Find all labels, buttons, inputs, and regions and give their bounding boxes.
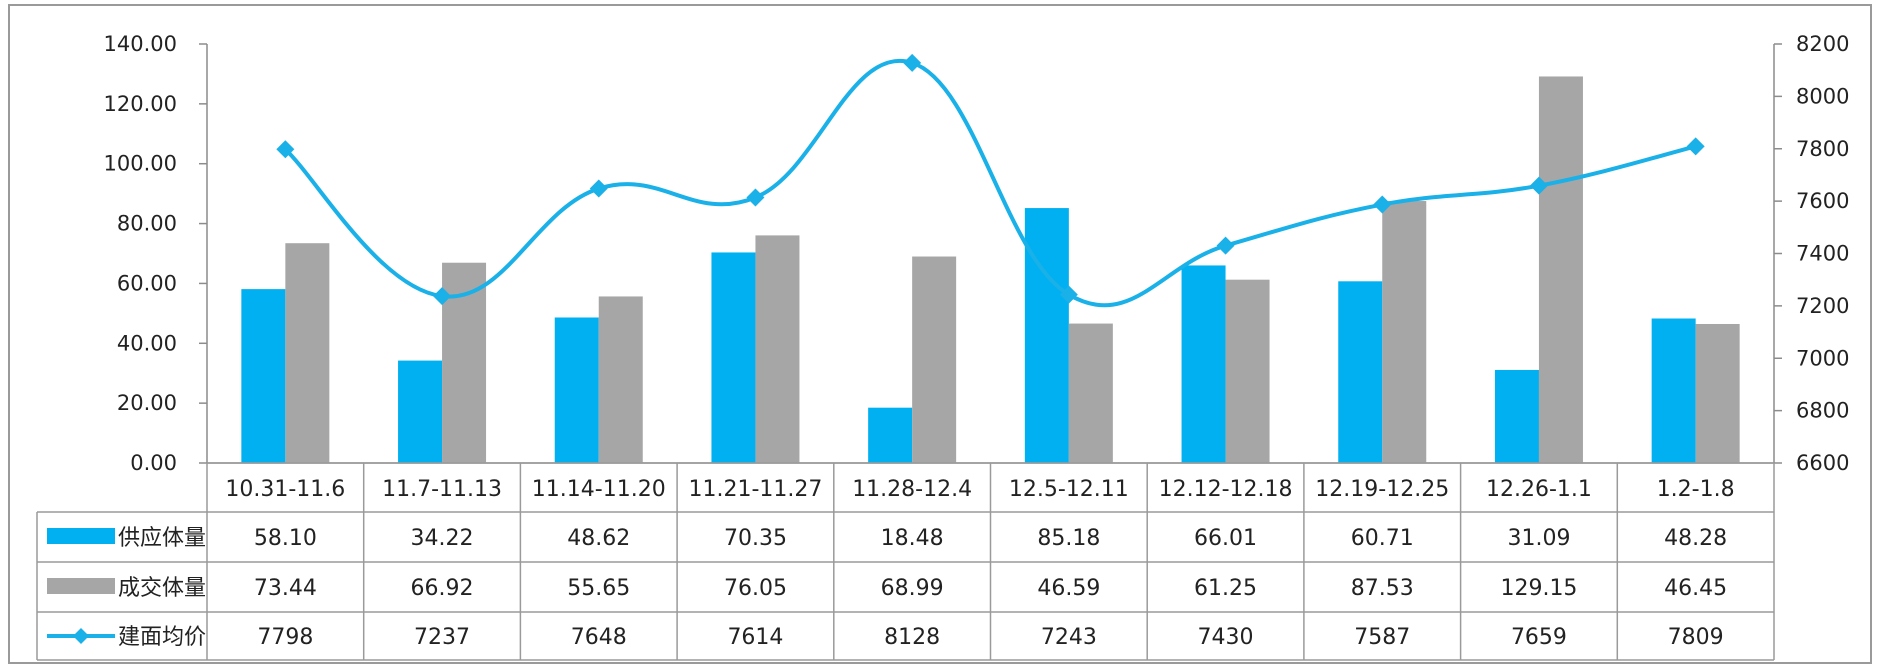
data-cell-price: 7237 <box>414 625 470 650</box>
data-cell-supply: 18.48 <box>881 526 944 551</box>
y-tick-label-right: 7600 <box>1796 189 1849 213</box>
bar-deal <box>755 235 800 463</box>
legend-label-price: 建面均价 <box>118 625 206 650</box>
bar-supply <box>241 289 286 463</box>
bar-deal <box>1695 323 1740 463</box>
y-tick-label-left: 120.00 <box>104 92 177 116</box>
price-marker <box>1686 137 1705 156</box>
data-cell-supply: 58.10 <box>254 526 317 551</box>
x-tick-label: 10.31-11.6 <box>225 477 345 502</box>
data-cell-deal: 87.53 <box>1351 576 1414 601</box>
axes-layer: 0.00 20.00 40.00 60.00 80.00 100.00 120.00 140.… <box>104 32 1850 475</box>
y-tick-label-right: 7200 <box>1796 294 1849 318</box>
x-tick-label: 12.5-12.11 <box>1009 477 1129 502</box>
bar-supply <box>1651 318 1696 463</box>
bar-supply <box>1338 281 1383 463</box>
bars-layer <box>241 76 1740 463</box>
y-tick-label-left: 140.00 <box>104 32 177 56</box>
y-tick-label-right: 8000 <box>1796 84 1849 108</box>
data-cell-deal: 55.65 <box>567 576 630 601</box>
bar-supply <box>711 252 756 463</box>
price-line <box>283 58 1697 308</box>
data-cell-price: 8128 <box>884 625 940 650</box>
legend-swatch-supply <box>47 528 115 544</box>
data-cell-price: 7614 <box>727 625 783 650</box>
bar-deal <box>1538 76 1583 463</box>
bar-supply <box>554 317 599 463</box>
bar-deal <box>1382 201 1427 463</box>
price-marker <box>903 53 922 72</box>
x-tick-label: 12.19-12.25 <box>1315 477 1449 502</box>
x-tick-label: 11.7-11.13 <box>382 477 502 502</box>
bar-supply <box>868 407 913 463</box>
y-tick-label-left: 20.00 <box>117 391 177 415</box>
data-table: 10.31-11.6 11.7-11.13 11.14-11.20 11.21-11.… <box>36 462 1775 661</box>
price-marker <box>276 140 295 159</box>
price-marker <box>1216 236 1235 255</box>
data-cell-price: 7648 <box>571 625 627 650</box>
line-layer <box>276 53 1705 308</box>
data-cell-supply: 34.22 <box>411 526 474 551</box>
data-cell-deal: 129.15 <box>1500 576 1577 601</box>
y-tick-label-left: 80.00 <box>117 212 177 236</box>
bar-deal <box>1225 279 1270 463</box>
price-marker <box>1529 176 1548 195</box>
data-cell-deal: 46.45 <box>1664 576 1727 601</box>
y-tick-label-right: 7000 <box>1796 346 1849 370</box>
data-cell-supply: 48.62 <box>567 526 630 551</box>
y-tick-label-right: 7400 <box>1796 242 1849 266</box>
legend-marker-price <box>73 628 89 644</box>
data-cell-deal: 46.59 <box>1037 576 1100 601</box>
bar-supply <box>1181 265 1226 463</box>
data-cell-price: 7809 <box>1668 625 1724 650</box>
legend-label-supply: 供应体量 <box>118 526 206 551</box>
data-cell-supply: 70.35 <box>724 526 787 551</box>
y-tick-label-left: 60.00 <box>117 271 177 295</box>
x-tick-label: 12.26-1.1 <box>1486 477 1592 502</box>
bar-supply <box>1024 208 1069 463</box>
y-tick-label-right: 7800 <box>1796 137 1849 161</box>
legend-swatch-deal <box>47 578 115 594</box>
x-tick-label: 11.21-11.27 <box>688 477 822 502</box>
price-marker <box>1059 285 1078 304</box>
data-cell-price: 7587 <box>1354 625 1410 650</box>
price-marker <box>589 179 608 198</box>
price-marker <box>746 188 765 207</box>
legend-label-deal: 成交体量 <box>118 576 206 601</box>
data-cell-supply: 66.01 <box>1194 526 1257 551</box>
bar-supply <box>1494 369 1539 463</box>
y-tick-label-left: 0.00 <box>130 451 177 475</box>
x-tick-label: 11.14-11.20 <box>532 477 666 502</box>
data-cell-supply: 31.09 <box>1507 526 1570 551</box>
y-tick-label-right: 6800 <box>1796 399 1849 423</box>
data-cell-price: 7659 <box>1511 625 1567 650</box>
bar-supply <box>398 360 443 463</box>
data-cell-deal: 76.05 <box>724 576 787 601</box>
x-tick-label: 1.2-1.8 <box>1657 477 1735 502</box>
price-marker <box>433 287 452 306</box>
y-tick-label-right: 8200 <box>1796 32 1849 56</box>
y-tick-label-left: 100.00 <box>104 152 177 176</box>
bar-deal <box>912 256 957 463</box>
data-cell-supply: 60.71 <box>1351 526 1414 551</box>
x-tick-label: 12.12-12.18 <box>1159 477 1293 502</box>
data-cell-price: 7243 <box>1041 625 1097 650</box>
data-cell-supply: 48.28 <box>1664 526 1727 551</box>
data-cell-deal: 73.44 <box>254 576 317 601</box>
price-marker <box>1373 195 1392 214</box>
data-cell-price: 7430 <box>1198 625 1254 650</box>
bar-deal <box>1068 323 1113 463</box>
data-cell-deal: 66.92 <box>411 576 474 601</box>
data-cell-price: 7798 <box>257 625 313 650</box>
y-tick-label-right: 6600 <box>1796 451 1849 475</box>
y-tick-label-left: 40.00 <box>117 331 177 355</box>
data-cell-supply: 85.18 <box>1037 526 1100 551</box>
bar-deal <box>598 296 643 463</box>
data-cell-deal: 61.25 <box>1194 576 1257 601</box>
data-cell-deal: 68.99 <box>881 576 944 601</box>
bar-deal <box>285 243 330 463</box>
x-tick-label: 11.28-12.4 <box>852 477 972 502</box>
